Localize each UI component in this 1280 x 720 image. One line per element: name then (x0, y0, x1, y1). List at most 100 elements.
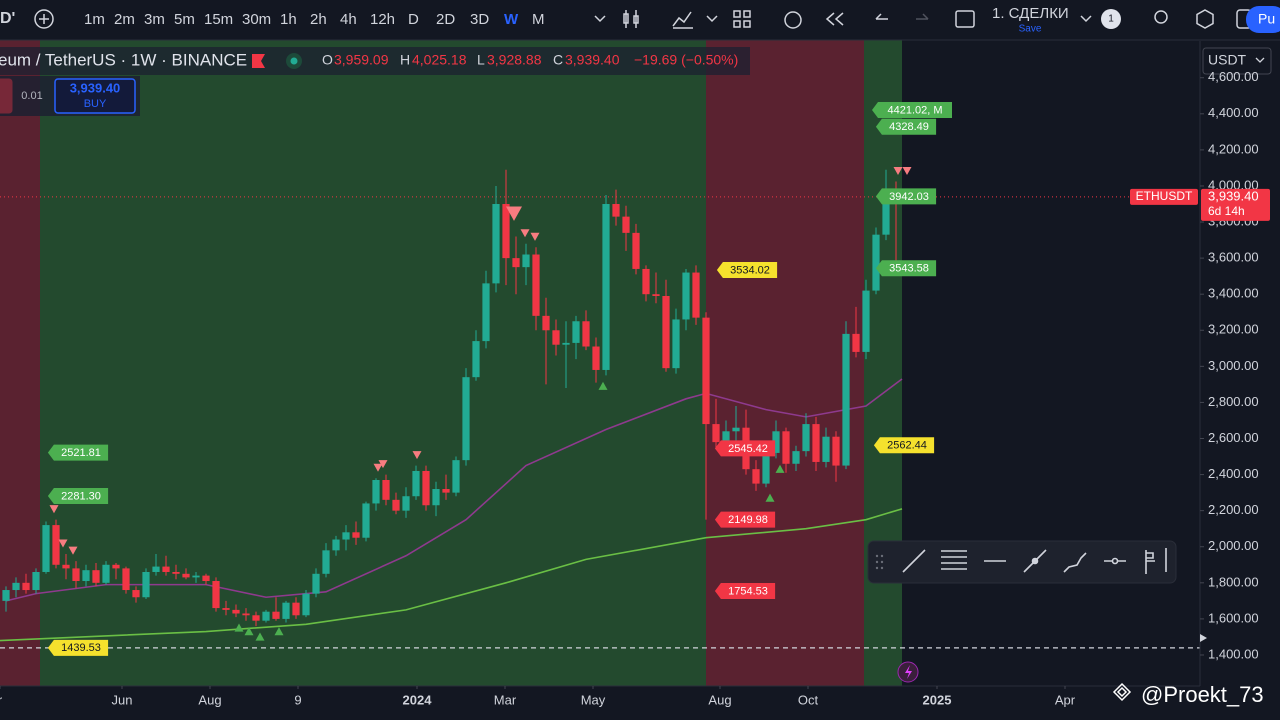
add-symbol-button[interactable] (34, 9, 54, 29)
flag-icon[interactable] (252, 54, 265, 68)
path-tool[interactable] (1063, 552, 1087, 573)
signal-zone (706, 40, 864, 686)
fullscreen-button[interactable] (955, 10, 975, 28)
x-tick-label: 2025 (923, 692, 952, 707)
sell-button[interactable] (0, 78, 13, 114)
symbol-short[interactable]: D' (0, 10, 15, 27)
sell-signal (506, 206, 522, 221)
candle-body (882, 193, 890, 235)
drag-handle[interactable] (875, 554, 884, 570)
price-label: 1439.53 (47, 639, 109, 656)
interval-button[interactable]: 12h (370, 11, 395, 28)
interval-button[interactable]: 1m (84, 11, 105, 28)
x-tick-label: 9 (294, 692, 301, 707)
candle-body (572, 321, 580, 343)
publish-button[interactable] (1246, 6, 1280, 33)
candle-body (682, 272, 690, 320)
interval-button[interactable]: 15m (204, 11, 233, 28)
candle-body (482, 283, 490, 342)
buy-signal (274, 627, 284, 636)
price-label-box (47, 444, 109, 461)
price-label-box (872, 102, 952, 119)
legend-symbol[interactable]: eum / TetherUS · 1W · BINANCE (0, 50, 247, 69)
interval-button[interactable]: 2m (114, 11, 135, 28)
price-label-text: 2281.30 (61, 490, 101, 502)
interval-button[interactable]: 2h (310, 11, 327, 28)
chart-type-button[interactable] (623, 10, 639, 28)
candle-body (82, 570, 90, 582)
interval-button[interactable]: W (504, 11, 519, 28)
buy-price: 3,939.40 (70, 80, 121, 95)
candle-body (142, 571, 150, 598)
alert-button[interactable] (784, 11, 802, 29)
candle-body (552, 330, 560, 345)
price-label: 2521.81 (47, 444, 109, 461)
candle-body (472, 341, 480, 378)
replay-button[interactable] (825, 12, 844, 26)
y-tick-label: 2,400.00 (1208, 466, 1259, 481)
candle-body (422, 470, 430, 506)
legend-values: O 3,959.09 H 4,025.18 L 3,928.88 C 3,939… (322, 52, 738, 68)
sell-signal (893, 166, 903, 176)
fib-tool[interactable] (941, 550, 967, 570)
interval-button[interactable]: 5m (174, 11, 195, 28)
layout-save[interactable]: Save (1019, 24, 1042, 35)
undo-button[interactable] (875, 13, 888, 20)
sell-signal (520, 229, 530, 238)
price-label: 1754.53 (714, 583, 776, 600)
legend-open: 3,959.09 (334, 52, 389, 68)
price-label-text: 3543.58 (889, 263, 929, 275)
price-label-text: 4421.02, M (887, 104, 942, 116)
moving-average (5, 378, 903, 602)
x-tick-label: Apr (1055, 692, 1076, 707)
candle-body (792, 451, 800, 464)
sell-signal (373, 463, 383, 472)
interval-button[interactable]: 3m (144, 11, 165, 28)
x-tick-label: Mar (494, 692, 517, 707)
line-handle[interactable] (1200, 634, 1207, 642)
long-position-tool[interactable] (1145, 548, 1167, 574)
y-tick-label: 1,400.00 (1208, 646, 1259, 661)
buy-button[interactable] (54, 78, 136, 114)
top-toolbar (0, 0, 1280, 40)
interval-button[interactable]: 3D (470, 11, 489, 28)
interval-button[interactable]: D (408, 11, 419, 28)
candle-body (192, 575, 200, 578)
sell-signal (68, 546, 78, 555)
alerts-badge[interactable] (1101, 9, 1121, 29)
candle-body (492, 204, 500, 284)
interval-button[interactable]: 30m (242, 11, 271, 28)
interval-dropdown[interactable] (594, 15, 606, 23)
watermark-text: @Proekt_73 (1141, 682, 1264, 707)
layout-dropdown[interactable] (1080, 15, 1092, 23)
candle-body (812, 424, 820, 462)
indicators-button[interactable] (672, 11, 693, 29)
x-tick-label: May (581, 692, 606, 707)
layout-name[interactable]: 1. СДЕЛКИ (992, 5, 1069, 22)
price-label: 3543.58 (875, 260, 937, 277)
settings-button[interactable] (1196, 9, 1214, 29)
redo-button[interactable] (916, 13, 929, 20)
candle-body (502, 204, 510, 259)
currency-button[interactable] (1202, 47, 1272, 75)
interval-button[interactable]: 4h (340, 11, 357, 28)
indicators-dropdown[interactable] (706, 15, 718, 23)
layouts-button[interactable] (733, 10, 751, 28)
interval-button[interactable]: 1h (280, 11, 297, 28)
interval-button[interactable]: M (532, 11, 545, 28)
candle-body (432, 489, 440, 506)
price-label-text: 2521.81 (61, 447, 101, 459)
candle-body (362, 503, 370, 538)
trend-line-tool[interactable] (902, 549, 926, 573)
search-button[interactable] (1154, 10, 1168, 24)
price-label-box (47, 639, 109, 656)
y-tick-label: 4,200.00 (1208, 141, 1259, 156)
interval-button[interactable]: 2D (436, 11, 455, 28)
candle-body (522, 254, 530, 268)
candle-body (122, 568, 130, 591)
price-label-text: 1754.53 (728, 585, 768, 597)
legend-l-label: L (477, 52, 485, 68)
candle-body (622, 216, 630, 233)
